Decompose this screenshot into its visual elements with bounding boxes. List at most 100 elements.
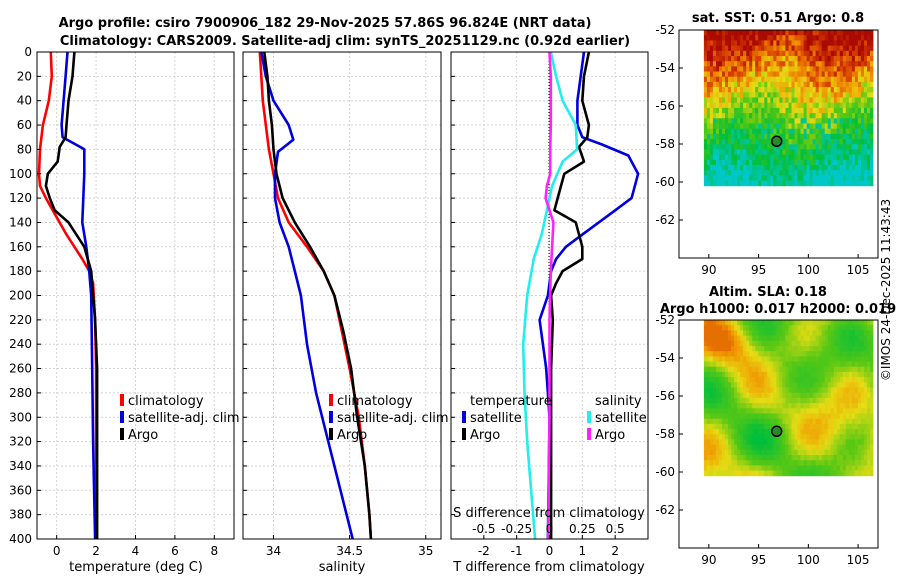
map-cell: [860, 455, 865, 461]
map-cell: [743, 170, 747, 176]
map-cell: [870, 434, 874, 440]
map-cell: [779, 35, 783, 41]
map-cell: [812, 165, 816, 171]
map-cell: [716, 170, 720, 176]
map-cell: [764, 81, 768, 88]
map-cell: [712, 330, 717, 336]
map-cell: [752, 346, 756, 352]
map-cell: [782, 97, 786, 104]
map-cell: [824, 71, 829, 78]
map-cell: [719, 325, 723, 331]
map-cell: [767, 403, 771, 409]
map-cell: [740, 340, 744, 347]
map-cell: [827, 165, 832, 171]
map-cell: [725, 66, 729, 72]
map-cell: [860, 449, 865, 456]
map-cell: [851, 449, 856, 456]
map-cell: [842, 97, 847, 104]
map-cell: [836, 71, 841, 78]
map-cell: [746, 429, 750, 435]
map-cell: [709, 139, 714, 145]
map-cell: [794, 118, 798, 124]
map-cell: [845, 325, 850, 331]
map-cell: [851, 408, 856, 414]
map-cell: [842, 118, 847, 124]
map-cell: [857, 144, 862, 150]
map-cell: [812, 361, 816, 368]
map-cell: [719, 434, 723, 440]
map-cell: [833, 56, 838, 62]
map-cell: [809, 128, 813, 135]
map-cell: [737, 180, 741, 187]
map-cell: [857, 71, 862, 78]
map-cell: [706, 366, 711, 373]
map-cell: [712, 320, 717, 326]
map-cell: [812, 413, 816, 420]
map-cell: [746, 335, 750, 342]
map-cell: [824, 118, 829, 124]
x-tick-label: 100: [797, 263, 820, 277]
map-cell: [821, 413, 826, 420]
map-cell: [782, 71, 786, 78]
map-cell: [842, 87, 847, 93]
map-cell: [743, 382, 747, 388]
map-cell: [836, 460, 841, 466]
map-cell: [864, 455, 868, 461]
map-cell: [785, 434, 789, 440]
map-cell: [867, 413, 871, 420]
map-cell: [806, 81, 810, 88]
map-cell: [870, 61, 874, 67]
map-cell: [842, 92, 847, 98]
map-cell: [839, 418, 844, 425]
map-cell: [731, 460, 735, 466]
map-cell: [815, 165, 819, 171]
map-cell: [842, 45, 847, 52]
map-cell: [830, 170, 835, 176]
map-cell: [794, 439, 798, 445]
map-cell: [839, 470, 844, 477]
map-cell: [839, 107, 844, 114]
map-cell: [773, 35, 777, 41]
map-cell: [827, 40, 832, 46]
map-cell: [719, 340, 723, 347]
map-cell: [703, 387, 708, 394]
map-cell: [706, 40, 711, 46]
legend-swatch-satellite: [120, 411, 124, 423]
map-cell: [827, 377, 832, 383]
map-cell: [864, 56, 868, 62]
x-tick-label: 105: [847, 553, 870, 567]
map-cell: [791, 439, 795, 445]
map-cell: [870, 92, 874, 98]
copyright-watermark: ©IMOS 24-Dec-2025 11:43:43: [879, 199, 893, 381]
map-cell: [743, 107, 747, 114]
map-cell: [752, 361, 756, 368]
map-cell: [770, 356, 774, 362]
map-cell: [703, 154, 708, 161]
map-cell: [740, 102, 744, 109]
map-cell: [706, 470, 711, 477]
map-cell: [812, 371, 816, 378]
map-cell: [867, 397, 871, 404]
map-cell: [725, 159, 729, 166]
map-cell: [818, 71, 823, 78]
map-cell: [734, 81, 738, 88]
map-cell: [806, 180, 810, 187]
map-cell: [867, 30, 871, 36]
map-cell: [864, 92, 868, 98]
map-cell: [845, 76, 850, 83]
map-cell: [752, 81, 756, 88]
map-cell: [734, 361, 738, 368]
map-cell: [821, 170, 826, 176]
map-cell: [867, 340, 871, 347]
map-cell: [842, 460, 847, 466]
map-cell: [712, 455, 717, 461]
map-cell: [746, 170, 750, 176]
map-cell: [806, 444, 810, 451]
map-cell: [737, 154, 741, 161]
map-cell: [827, 366, 832, 373]
map-cell: [773, 180, 777, 187]
map-cell: [743, 92, 747, 98]
map-cell: [818, 170, 823, 176]
map-cell: [761, 87, 765, 93]
map-cell: [830, 144, 835, 150]
